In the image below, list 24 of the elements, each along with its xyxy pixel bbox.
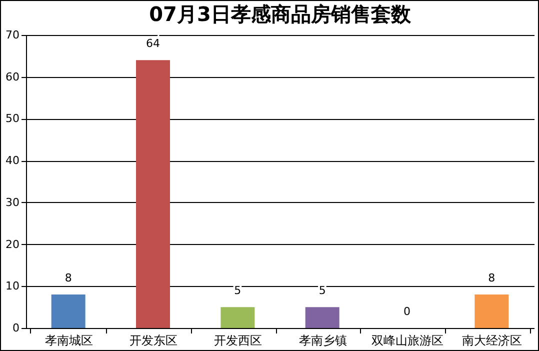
y-tick-label: 70	[6, 28, 20, 42]
data-label: 8	[64, 272, 72, 285]
bar	[474, 294, 509, 328]
data-label: 64	[146, 37, 160, 50]
data-label: 8	[488, 272, 496, 285]
y-tick-label: 30	[6, 196, 20, 209]
x-tick-label: 孝南城区	[44, 334, 93, 348]
chart-title: 07月3日孝感商品房销售套数	[149, 2, 412, 26]
x-tick-label: 孝南乡镇	[298, 334, 347, 348]
y-tick-label: 40	[6, 154, 20, 168]
y-tick-label: 10	[6, 280, 20, 293]
x-tick-label: 双峰山旅游区	[372, 334, 444, 348]
bar	[305, 307, 340, 328]
x-tick-label: 南大经济区	[462, 334, 522, 348]
x-tick-label: 开发西区	[214, 334, 262, 348]
x-tick-label: 开发东区	[130, 334, 178, 348]
y-tick-label: 60	[6, 70, 20, 84]
bar	[136, 60, 170, 328]
y-tick-label: 50	[6, 112, 20, 126]
y-tick-label: 0	[12, 322, 20, 334]
y-tick-label: 20	[6, 238, 20, 251]
bar	[51, 294, 86, 328]
data-label: 0	[404, 305, 410, 318]
bar	[220, 307, 255, 328]
